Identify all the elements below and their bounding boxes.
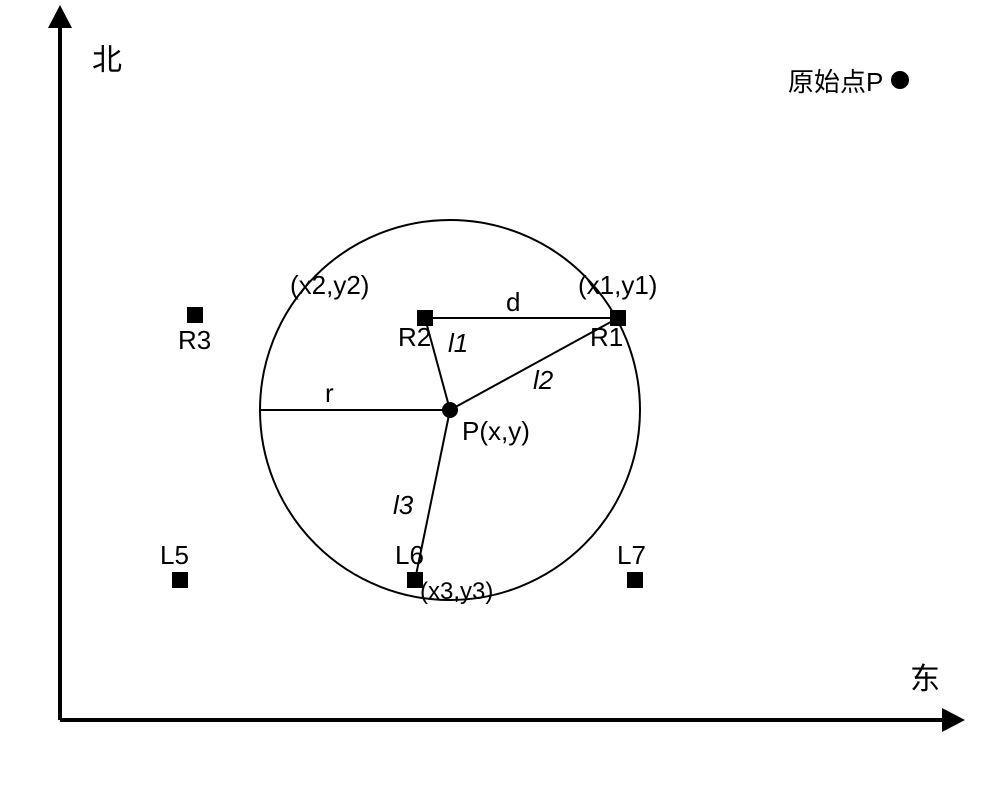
L6-label: L6 — [395, 540, 424, 571]
legend-text: 原始点P — [788, 62, 883, 99]
R2-coord-label: (x2,y2) — [290, 270, 369, 301]
north-label: 北 — [92, 35, 122, 79]
R1-coord-label: (x1,y1) — [578, 270, 657, 301]
east-label: 东 — [910, 654, 940, 698]
marker-L7 — [627, 572, 643, 588]
l2-label: l2 — [533, 365, 553, 396]
marker-L5 — [172, 572, 188, 588]
d-label: d — [506, 287, 520, 318]
coordinate-diagram: 北 东 原始点P (x1,y1) R1 (x2,y2) R2 R3 L5 L6 … — [0, 0, 1000, 785]
legend-dot — [891, 71, 909, 89]
l3-label: l3 — [393, 490, 413, 521]
r-label: r — [325, 378, 334, 409]
L7-label: L7 — [617, 540, 646, 571]
x-axis-arrow — [942, 708, 965, 732]
connection-lines — [261, 318, 618, 580]
diagram-svg — [0, 0, 1000, 785]
R1-label: R1 — [590, 322, 623, 353]
center-point-marker — [442, 402, 458, 418]
R2-label: R2 — [398, 322, 431, 353]
l1-label: l1 — [448, 328, 468, 359]
axes-group — [48, 5, 965, 732]
L5-label: L5 — [160, 540, 189, 571]
y-axis-arrow — [48, 5, 72, 28]
marker-R3 — [187, 307, 203, 323]
center-label: P(x,y) — [462, 416, 530, 447]
R3-label: R3 — [178, 325, 211, 356]
L6-coord-label: (x3,y3) — [420, 578, 493, 606]
